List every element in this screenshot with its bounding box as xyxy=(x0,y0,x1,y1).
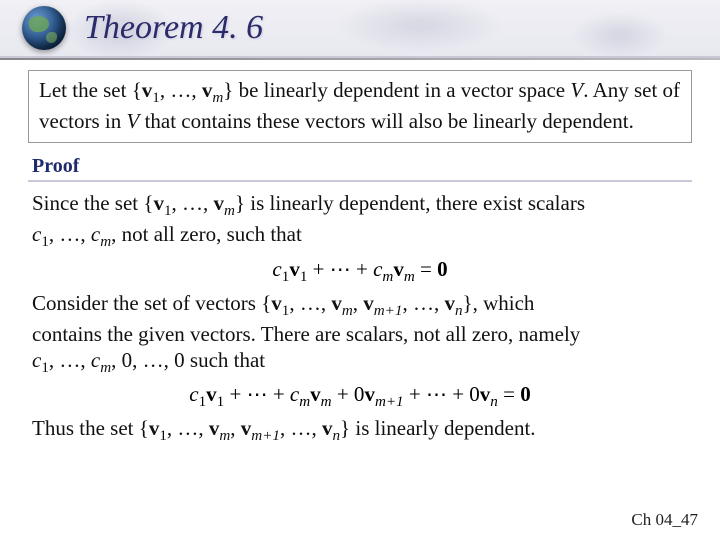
scalar: c xyxy=(32,348,41,372)
txt: , …, xyxy=(160,78,202,102)
txt: contains the given vectors. There are sc… xyxy=(32,322,580,346)
txt: , …, xyxy=(402,291,444,315)
sub: m xyxy=(224,204,235,220)
space-V: V xyxy=(126,109,139,133)
sub: m xyxy=(100,235,111,251)
sub: 1 xyxy=(41,235,49,251)
vec: v xyxy=(363,291,374,315)
sub: m xyxy=(100,360,111,376)
globe-icon xyxy=(22,6,66,50)
txt: , …, xyxy=(172,191,214,215)
txt: } is linearly dependent, there exist sca… xyxy=(235,191,585,215)
vec: v xyxy=(202,78,213,102)
proof-paragraph-1: Since the set {v1, …, vm} is linearly de… xyxy=(28,190,692,252)
txt: , …, xyxy=(49,222,91,246)
equation-2: c1v1 + ⋯ + cmvm + 0vm+1 + ⋯ + 0vn = 0 xyxy=(28,378,692,415)
txt: that contains these vectors will also be xyxy=(139,109,467,133)
sub: m+1 xyxy=(251,429,280,445)
txt: . xyxy=(583,78,588,102)
txt: Thus the set { xyxy=(32,416,149,440)
slide-footer: Ch 04_47 xyxy=(631,510,698,530)
vec: v xyxy=(142,78,153,102)
vec: v xyxy=(209,416,220,440)
txt: } be linearly dependent in a vector spac… xyxy=(223,78,570,102)
proof-underline xyxy=(28,180,692,182)
vec: v xyxy=(331,291,342,315)
sub: n xyxy=(332,429,340,445)
txt: linearly dependent. xyxy=(473,109,634,133)
sub: m xyxy=(219,429,230,445)
sub: m+1 xyxy=(374,303,403,319)
proof-heading: Proof xyxy=(28,155,692,178)
txt: Consider the set of vectors { xyxy=(32,291,271,315)
txt: } is linearly dependent. xyxy=(340,416,536,440)
equation-1: c1v1 + ⋯ + cmvm = 0 xyxy=(28,253,692,290)
sub: 1 xyxy=(41,360,49,376)
txt: , 0, …, 0 such that xyxy=(111,348,265,372)
txt: , …, xyxy=(280,416,322,440)
scalar: c xyxy=(91,348,100,372)
vec: v xyxy=(214,191,225,215)
txt: Let the set { xyxy=(39,78,142,102)
txt: Since the set { xyxy=(32,191,153,215)
txt: , …, xyxy=(49,348,91,372)
txt: , xyxy=(230,416,241,440)
scalar: c xyxy=(91,222,100,246)
sub: 1 xyxy=(159,429,167,445)
sub: 1 xyxy=(164,204,172,220)
slide-title: Theorem 4. 6 xyxy=(84,9,263,47)
vec: v xyxy=(241,416,252,440)
vec: v xyxy=(444,291,455,315)
proof-paragraph-2: Consider the set of vectors {v1, …, vm, … xyxy=(28,290,692,378)
scalar: c xyxy=(32,222,41,246)
slide-content: Let the set {v1, …, vm} be linearly depe… xyxy=(0,60,720,446)
proof-paragraph-3: Thus the set {v1, …, vm, vm+1, …, vn} is… xyxy=(28,415,692,446)
txt: }, which xyxy=(463,291,535,315)
sub: n xyxy=(455,303,463,319)
vec: v xyxy=(149,416,160,440)
theorem-text: Let the set {v1, …, vm} be linearly depe… xyxy=(39,78,680,133)
txt: , xyxy=(353,291,364,315)
theorem-statement-box: Let the set {v1, …, vm} be linearly depe… xyxy=(28,70,692,143)
txt: , not all zero, such that xyxy=(111,222,302,246)
sub: m xyxy=(212,90,223,106)
slide-header: Theorem 4. 6 xyxy=(0,0,720,58)
vec: v xyxy=(153,191,164,215)
sub: 1 xyxy=(152,90,160,106)
txt: , …, xyxy=(167,416,209,440)
vec: v xyxy=(271,291,282,315)
sub: m xyxy=(342,303,353,319)
space-V: V xyxy=(570,78,583,102)
vec: v xyxy=(322,416,333,440)
txt: , …, xyxy=(289,291,331,315)
